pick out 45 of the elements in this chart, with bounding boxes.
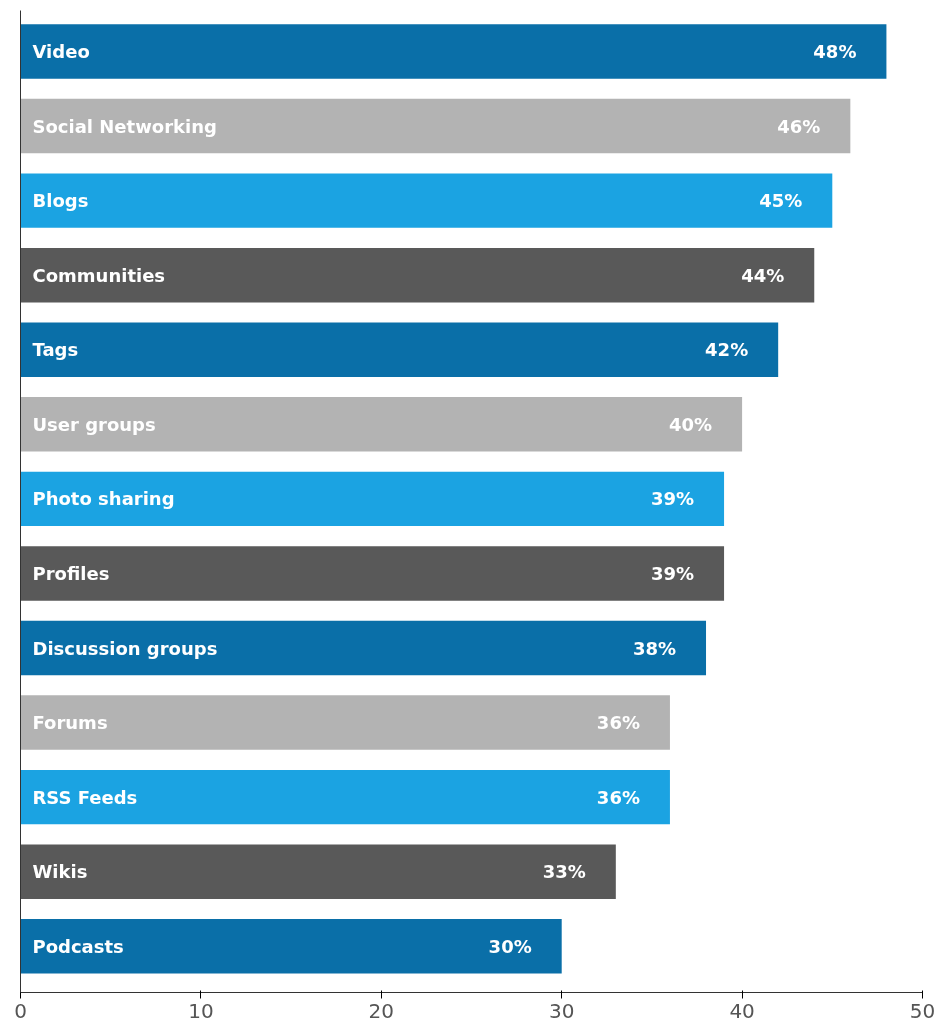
bar <box>20 695 670 750</box>
data-label: 36% <box>596 786 640 808</box>
y-tick-label: Forums <box>32 712 108 734</box>
x-tick-label: 50 <box>909 998 936 1023</box>
bar <box>20 397 743 452</box>
data-label: 39% <box>650 562 695 584</box>
bar <box>20 844 616 899</box>
y-tick-label: Video <box>32 41 90 63</box>
y-tick-label: Wikis <box>32 861 88 883</box>
y-tick-label: Photo sharing <box>32 488 175 510</box>
y-tick-label: Blogs <box>32 190 89 212</box>
bar <box>20 247 815 303</box>
y-tick-label: Discussion groups <box>32 637 218 659</box>
bar <box>20 98 851 154</box>
bar <box>20 919 562 974</box>
data-label: 40% <box>669 413 713 435</box>
x-tick-label: 20 <box>368 998 395 1023</box>
data-label: 45% <box>759 190 803 212</box>
y-tick-label: RSS Feeds <box>32 786 138 808</box>
data-label: 39% <box>650 488 695 510</box>
bar <box>20 471 725 527</box>
bar <box>20 322 779 377</box>
y-tick-label: Communities <box>32 264 166 286</box>
bar <box>20 24 887 79</box>
data-label: 46% <box>777 115 821 137</box>
x-tick-label: 10 <box>188 998 214 1023</box>
x-tick-label: 0 <box>14 998 27 1023</box>
bar <box>20 769 670 825</box>
bar <box>20 546 725 601</box>
data-label: 42% <box>705 339 749 361</box>
y-tick-label: Social Networking <box>32 115 217 137</box>
y-tick-label: Profiles <box>32 562 110 584</box>
x-tick-label: 40 <box>729 998 755 1023</box>
bar <box>20 620 707 676</box>
data-label: 30% <box>488 935 532 957</box>
bar <box>20 173 833 228</box>
data-label: 38% <box>632 637 677 659</box>
y-tick-label: Tags <box>32 339 79 361</box>
data-label: 44% <box>741 264 785 286</box>
data-label: 48% <box>813 41 857 63</box>
x-tick-label: 30 <box>548 998 575 1023</box>
y-tick-label: User groups <box>32 413 156 435</box>
data-label: 36% <box>596 712 640 734</box>
y-tick-label: Podcasts <box>32 935 124 957</box>
data-label: 33% <box>542 861 586 883</box>
